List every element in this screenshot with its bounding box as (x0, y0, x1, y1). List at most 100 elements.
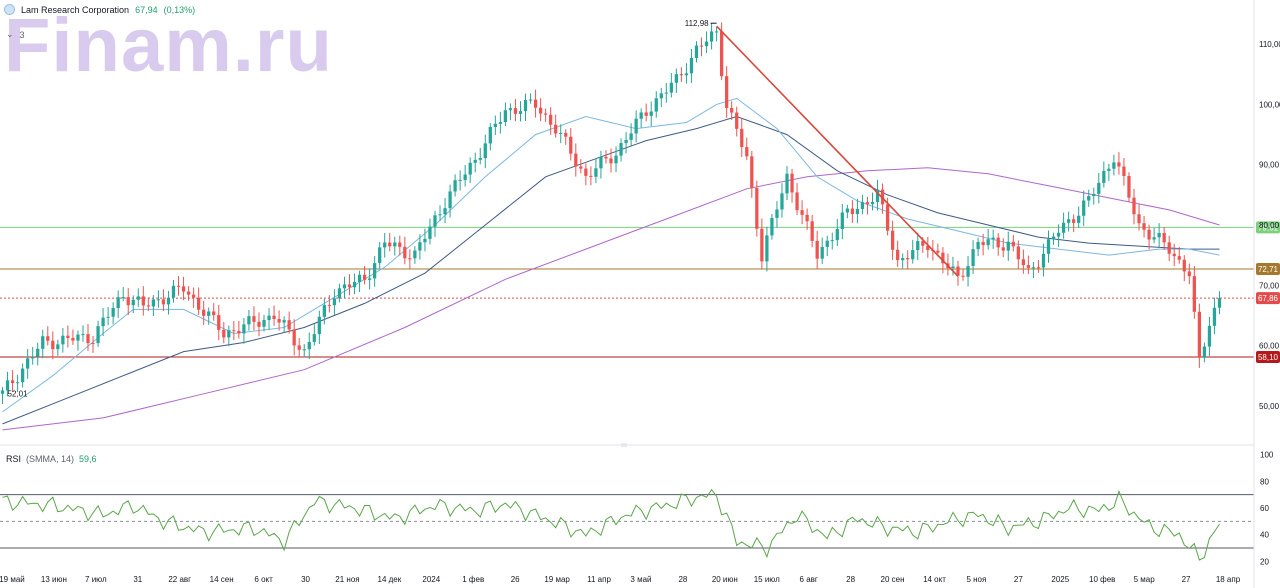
candle-body (483, 143, 487, 159)
candle-body (654, 98, 658, 112)
time-tick-label: 30 (301, 575, 310, 584)
candle (780, 183, 784, 218)
ma-mid-line (2, 115, 1220, 425)
candle (574, 143, 578, 177)
candle-body (1016, 246, 1020, 260)
candle (996, 233, 1000, 256)
candle (327, 295, 332, 313)
candle-body (1036, 267, 1041, 269)
candle-body (66, 335, 70, 338)
candle (378, 241, 382, 270)
candle (322, 298, 326, 325)
candle (10, 370, 15, 392)
candle (790, 168, 794, 203)
symbol-header[interactable]: Lam Research Corporation 67,94 (0,13%) (4, 4, 195, 15)
candle-body (262, 319, 266, 327)
candle (1122, 158, 1126, 186)
candle (458, 170, 462, 191)
candle-body (116, 297, 120, 308)
candle-body (403, 246, 407, 259)
candle (86, 323, 90, 351)
candle-body (1162, 232, 1166, 243)
candle (106, 307, 110, 326)
candle (503, 102, 508, 127)
candle (342, 276, 347, 299)
candle (15, 374, 20, 393)
time-tick-label: 28 (678, 575, 687, 584)
candle-body (951, 266, 955, 269)
candle-body (1132, 197, 1136, 215)
candle (1192, 265, 1196, 319)
candle (594, 158, 598, 184)
candle-body (513, 108, 518, 114)
rsi-header[interactable]: RSI (SMMA, 14) 59,6 (6, 454, 97, 464)
candle (433, 210, 437, 237)
candle (468, 157, 472, 183)
candle (714, 26, 719, 42)
candle-body (312, 334, 316, 342)
candle-body (383, 242, 387, 248)
candle-body (448, 191, 452, 209)
candle (413, 246, 417, 264)
candle-body (569, 136, 573, 154)
candle-body (805, 214, 809, 222)
candle (262, 314, 266, 332)
candle (549, 107, 553, 135)
chevron-down-icon: ⌄ (6, 29, 14, 39)
level-tag-3 (1256, 351, 1280, 364)
candle (146, 297, 150, 311)
candle (956, 260, 960, 286)
candle-body (840, 212, 844, 230)
last-price: 67,94 (135, 4, 158, 15)
candle (448, 184, 452, 218)
candle-body (901, 258, 905, 261)
candle (212, 303, 216, 321)
candle (373, 256, 377, 287)
time-tick-label: 22 авг (168, 575, 191, 584)
time-tick-label: 13 июн (41, 575, 67, 584)
candle (850, 199, 855, 223)
candle (101, 308, 105, 337)
candle (56, 339, 60, 356)
candle (292, 319, 296, 356)
candle (36, 342, 40, 366)
candle-body (549, 114, 553, 125)
candle (745, 137, 749, 161)
price-annotation-1: 52,01 (8, 390, 29, 399)
time-tick-label: 28 (846, 575, 855, 584)
candle-body (543, 113, 548, 115)
candle (694, 41, 699, 63)
candle-body (810, 221, 814, 241)
price-change: (0,13%) (163, 4, 196, 15)
candle (835, 218, 839, 246)
indicator-count: 3 (19, 29, 25, 40)
candle-body (1072, 219, 1076, 223)
candle (166, 290, 171, 315)
candle (181, 276, 186, 301)
candle (1021, 249, 1025, 274)
candle-body (694, 45, 699, 58)
candle-body (1122, 166, 1126, 177)
candle-body (941, 252, 945, 264)
level-label-1: 72,71 (1258, 265, 1279, 274)
time-tick-label: 2025 (1051, 575, 1069, 584)
candle-body (1207, 325, 1212, 347)
indicators-toggle[interactable]: ⌄ 3 (6, 29, 25, 40)
time-tick-label: 20 сен (881, 575, 905, 584)
candle-body (191, 294, 196, 298)
candle (1172, 243, 1176, 267)
candle-body (257, 321, 261, 327)
candle-body (186, 291, 191, 295)
candle-body (247, 316, 251, 325)
candle-body (594, 168, 598, 177)
candle (332, 289, 337, 316)
candle-body (911, 250, 915, 260)
candle-body (242, 324, 246, 334)
rsi-pane (0, 488, 1254, 561)
candle (911, 239, 915, 264)
candle-body (559, 132, 563, 134)
candle-body (518, 111, 523, 114)
rsi-tick-label: 60 (1260, 504, 1269, 513)
candle (126, 288, 130, 316)
